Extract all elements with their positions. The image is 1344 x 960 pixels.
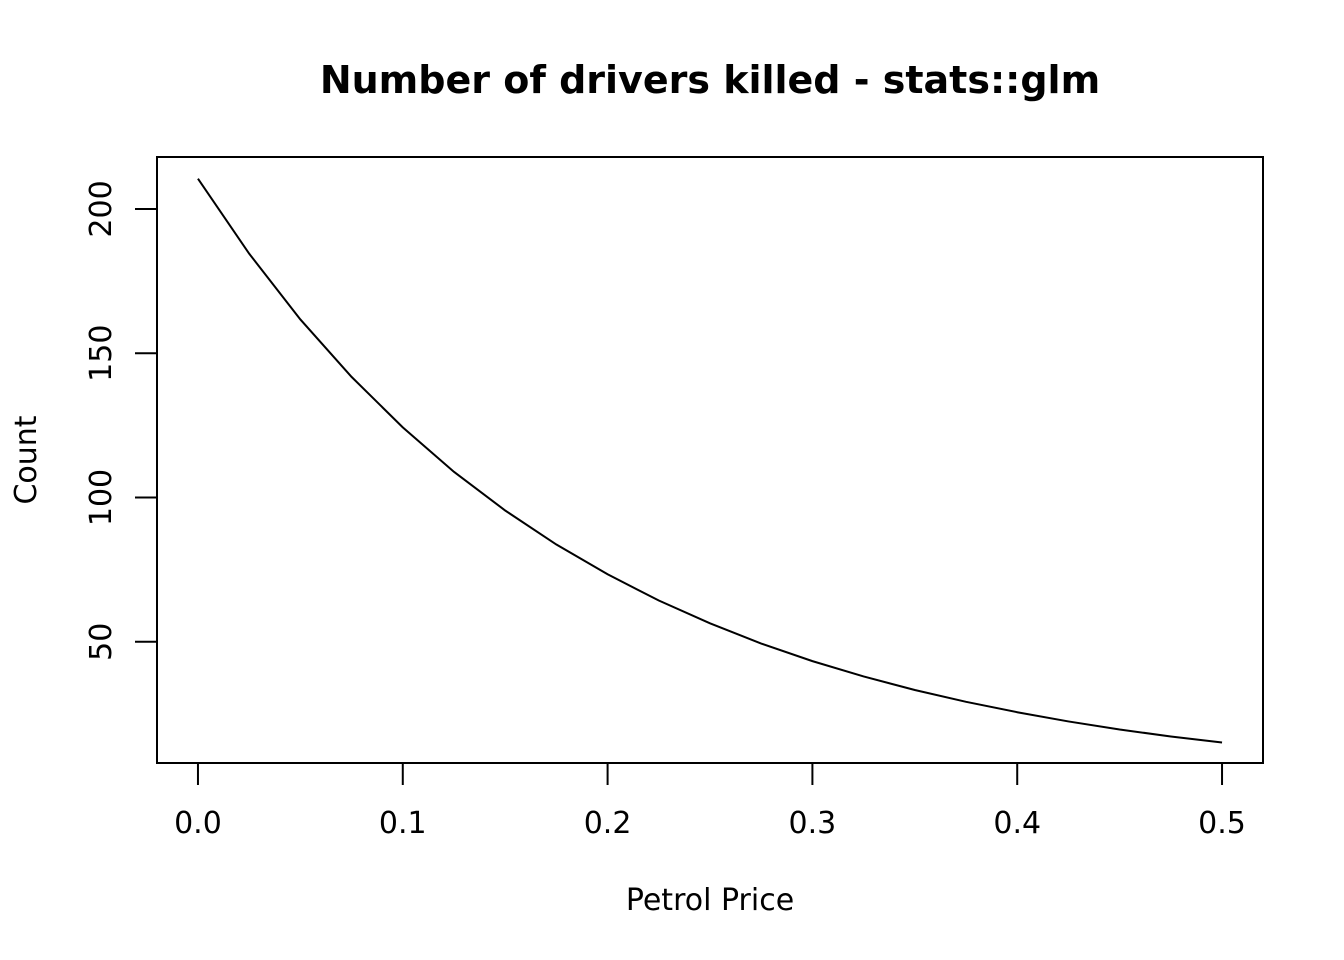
y-tick-label: 50 [84,623,119,661]
y-tick-label: 100 [84,469,119,526]
x-tick-label: 0.4 [993,806,1041,841]
y-tick-label: 150 [84,325,119,382]
x-tick-label: 0.1 [379,806,427,841]
chart-title: Number of drivers killed - stats::glm [320,58,1100,102]
y-axis: 50 100 150 200 [84,180,158,661]
x-axis: 0.0 0.1 0.2 0.3 0.4 0.5 [174,762,1246,841]
series-line [197,178,1223,744]
plot-area-frame [156,156,1264,764]
x-tick-label: 0.3 [789,806,837,841]
x-tick-label: 0.2 [584,806,632,841]
series-layer [197,178,1223,744]
x-tick-label: 0.0 [174,806,222,841]
x-axis-label: Petrol Price [626,883,794,918]
x-tick-label: 0.5 [1198,806,1246,841]
y-axis-label: Count [9,415,44,504]
y-tick-label: 200 [84,180,119,237]
